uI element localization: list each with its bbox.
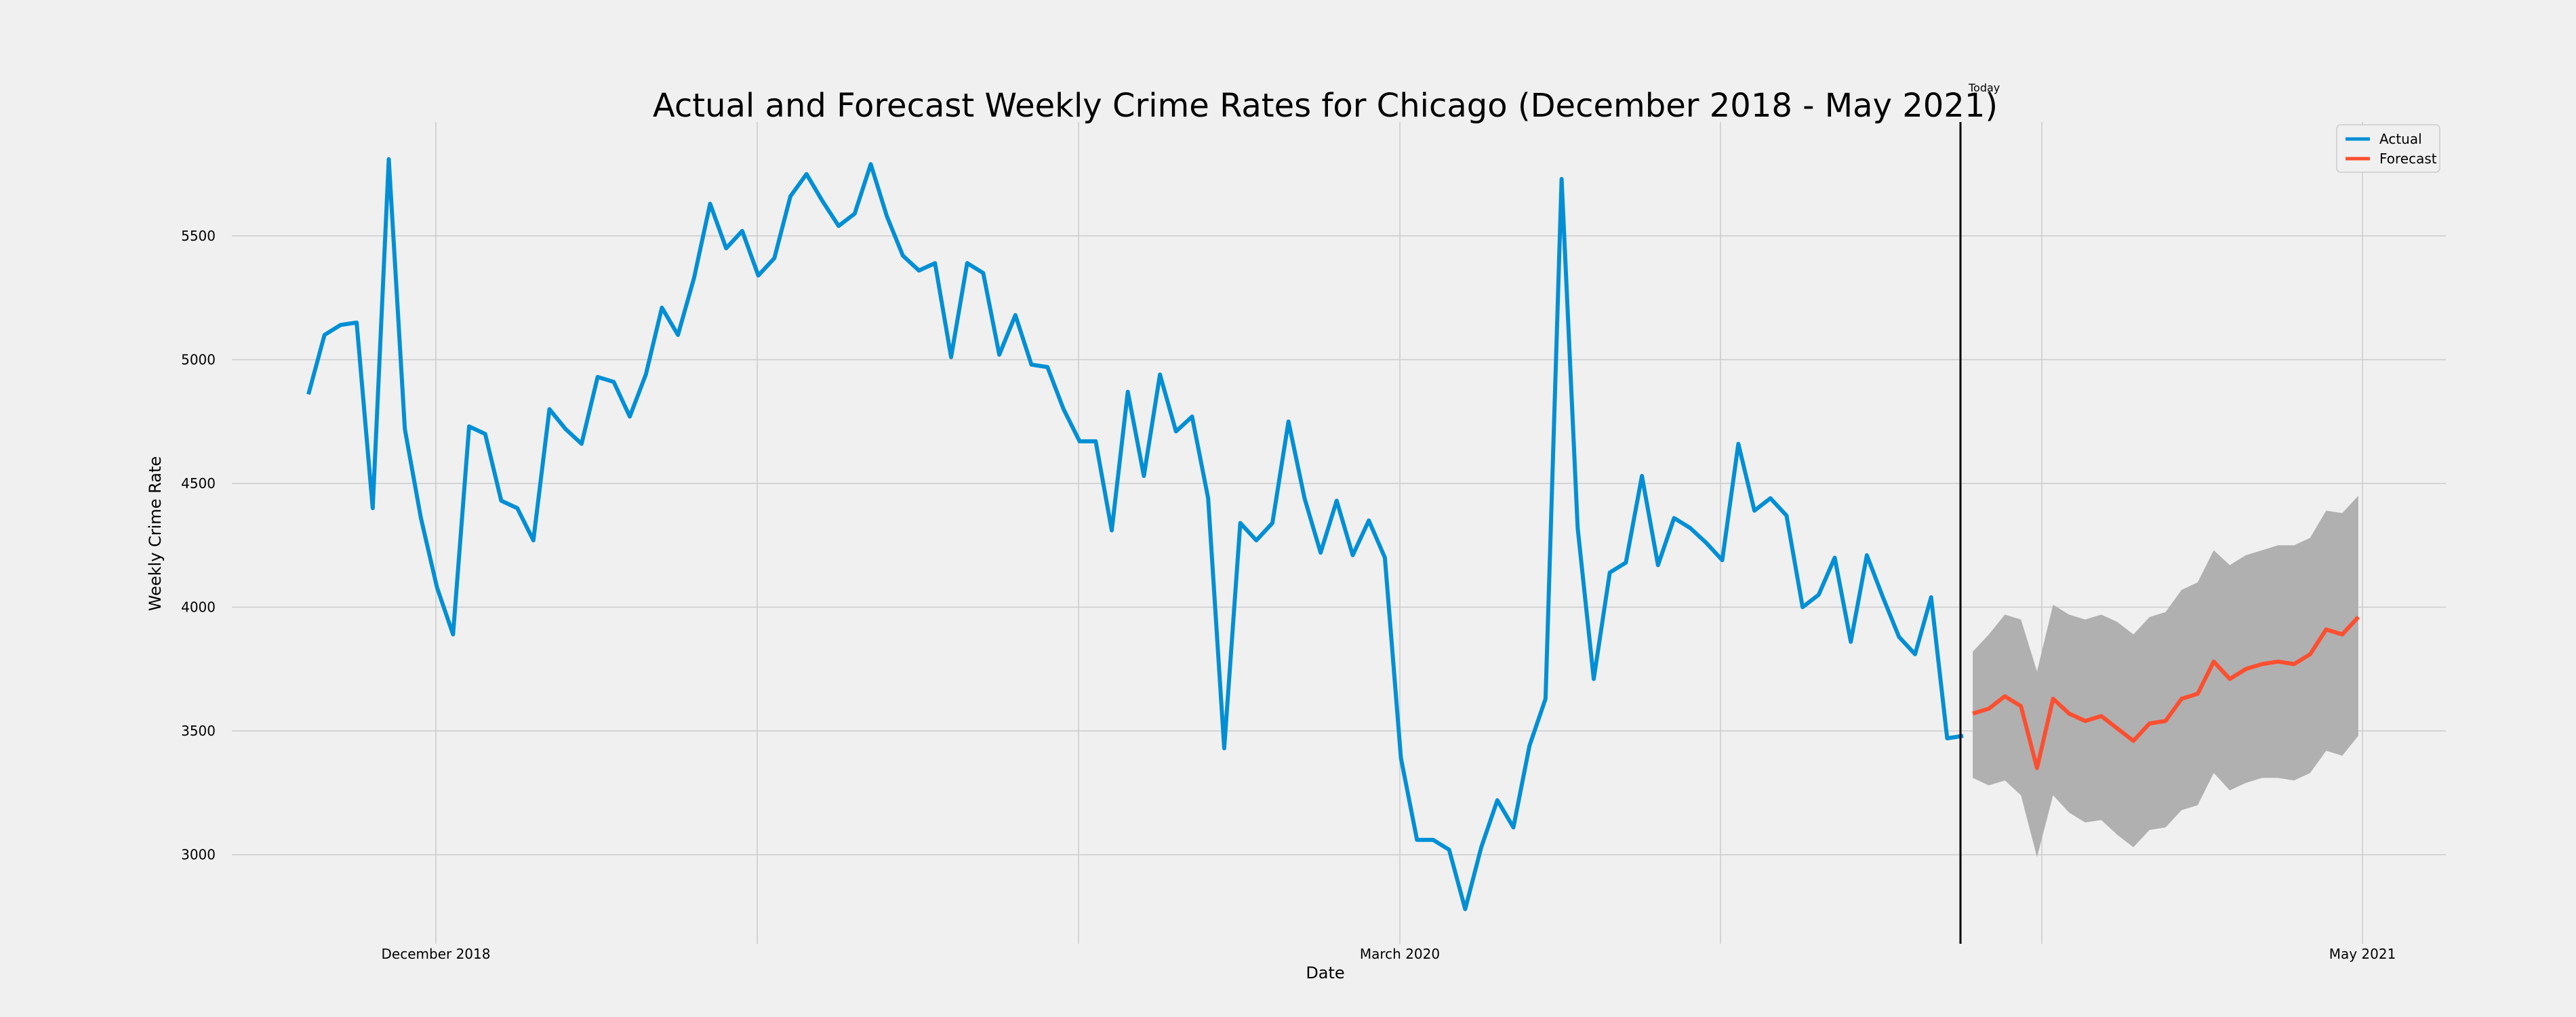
today-label: Today: [1968, 81, 2000, 94]
legend: Actual Forecast: [2336, 124, 2440, 173]
forecast-confidence-band: [1973, 496, 2358, 858]
tick-labels: 3000 3500 4000 4500 5000 5500 December 2018 Mar…: [181, 228, 2396, 962]
y-axis-label: Weekly Crime Rate: [146, 456, 165, 611]
y-tick-label: 3000: [181, 847, 216, 863]
y-tick-label: 5000: [181, 351, 216, 367]
y-tick-label: 5500: [181, 228, 216, 244]
legend-label-forecast: Forecast: [2379, 151, 2437, 167]
forecast-interval-band: [1973, 496, 2358, 858]
grid-lines: [232, 122, 2446, 944]
x-axis-label: Date: [1306, 963, 1344, 982]
y-tick-label: 4500: [181, 475, 216, 492]
legend-label-actual: Actual: [2379, 131, 2422, 147]
chart-title: Actual and Forecast Weekly Crime Rates f…: [653, 87, 1998, 125]
x-tick-label: March 2020: [1360, 946, 1440, 962]
forecast-series-line: [1972, 616, 2360, 770]
series-lines: [306, 122, 2360, 944]
actual-series-line: [306, 157, 1964, 911]
y-tick-label: 3500: [181, 723, 216, 739]
x-tick-label: May 2021: [2329, 946, 2396, 962]
x-tick-label: December 2018: [382, 946, 491, 962]
y-tick-label: 4000: [181, 599, 216, 616]
